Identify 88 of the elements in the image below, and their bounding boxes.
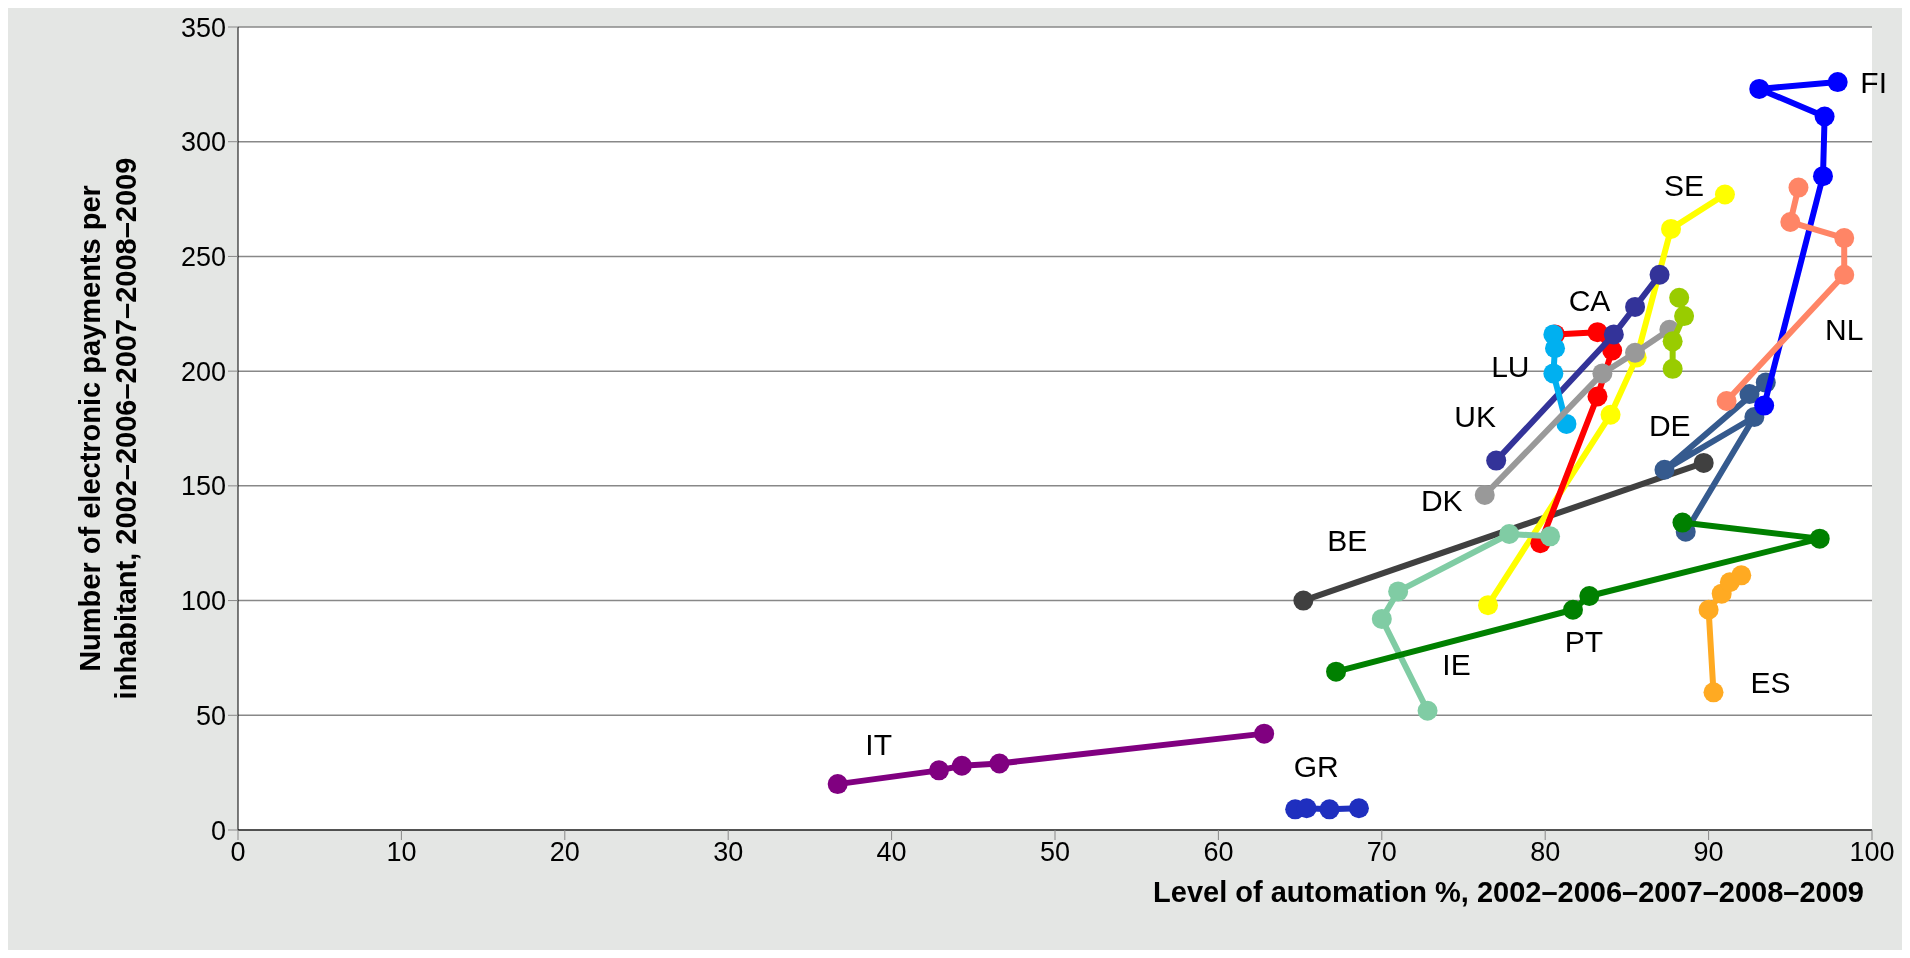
series-label: DK: [1420, 483, 1463, 517]
point: [1672, 512, 1693, 533]
point: [1579, 585, 1600, 606]
point: [1562, 599, 1583, 620]
x-tick-label: 10: [386, 837, 417, 868]
point: [1371, 608, 1392, 629]
series-label: NL: [1825, 313, 1864, 347]
point: [1739, 384, 1760, 405]
point: [1662, 358, 1683, 379]
x-tick-label: 40: [876, 837, 907, 868]
series-label: SE: [1663, 168, 1704, 202]
point: [1649, 264, 1670, 285]
point: [1486, 450, 1507, 471]
point: [1716, 390, 1737, 411]
series-label: DE: [1648, 409, 1691, 443]
point: [1600, 404, 1621, 425]
series-label: FI: [1860, 65, 1888, 99]
series-label: IT: [865, 727, 893, 761]
point: [1592, 363, 1613, 384]
y-tick-label: 0: [210, 815, 226, 846]
series-label: GR: [1293, 749, 1339, 783]
x-tick-label: 30: [713, 837, 744, 868]
series-label: PT: [1564, 625, 1604, 659]
point: [951, 755, 972, 776]
point: [1693, 452, 1714, 473]
x-tick-label: 90: [1693, 837, 1724, 868]
series-label: UK: [1454, 400, 1497, 434]
point: [1603, 324, 1624, 345]
y-tick-label: 300: [180, 127, 226, 158]
point: [1714, 184, 1735, 205]
point: [1814, 106, 1835, 127]
x-tick-label: 20: [549, 837, 580, 868]
point: [827, 774, 848, 795]
x-tick-label: 60: [1203, 837, 1234, 868]
x-tick-label: 80: [1530, 837, 1561, 868]
x-tick-label: 100: [1849, 837, 1895, 868]
y-tick-label: 250: [180, 242, 226, 273]
point: [1587, 386, 1608, 407]
point: [1834, 264, 1855, 285]
series-label: ES: [1750, 665, 1791, 699]
y-tick-label: 200: [180, 356, 226, 387]
point: [1417, 700, 1438, 721]
series-label: LU: [1491, 349, 1530, 383]
series-label: BE: [1327, 524, 1368, 558]
point: [1348, 798, 1369, 819]
point: [1543, 363, 1564, 384]
point: [1319, 799, 1340, 820]
point: [1587, 322, 1608, 343]
point: [1545, 338, 1565, 359]
point: [1669, 287, 1690, 308]
point: [1625, 342, 1646, 363]
point: [1703, 682, 1724, 703]
point: [989, 753, 1010, 774]
y-tick-label: 100: [180, 586, 226, 617]
point: [1827, 72, 1848, 93]
y-tick-label: 350: [180, 12, 226, 43]
y-tick-label: 150: [180, 471, 226, 502]
point: [1254, 723, 1275, 744]
series-label: IE: [1442, 648, 1471, 682]
series-label: CA: [1568, 283, 1611, 317]
point: [1834, 228, 1855, 249]
point: [1478, 595, 1499, 616]
point: [1474, 485, 1495, 506]
point: [1661, 218, 1682, 239]
x-tick-label: 70: [1366, 837, 1397, 868]
point: [1780, 212, 1801, 233]
point: [1625, 296, 1646, 317]
point: [1749, 78, 1770, 99]
point: [1499, 524, 1520, 545]
point: [1540, 526, 1561, 547]
point: [1293, 590, 1314, 611]
x-tick-label: 0: [230, 837, 246, 868]
point: [1388, 581, 1409, 602]
point: [1326, 661, 1347, 682]
point: [1698, 599, 1719, 620]
point: [1731, 565, 1752, 586]
point: [1812, 166, 1833, 187]
y-axis-title: Number of electronic payments per inhabitant, 2002–2006–2007–2008–2009: [74, 157, 142, 700]
point: [928, 760, 949, 781]
point: [1788, 177, 1809, 198]
point: [1809, 528, 1830, 549]
point: [1674, 306, 1695, 327]
x-tick-label: 50: [1039, 837, 1071, 868]
point: [1754, 395, 1775, 416]
y-tick-label: 50: [195, 700, 226, 731]
point: [1654, 459, 1675, 480]
point: [1662, 331, 1683, 352]
x-axis-title: Level of automation %, 2002–2006–2007–2008–2009: [1153, 876, 1864, 908]
